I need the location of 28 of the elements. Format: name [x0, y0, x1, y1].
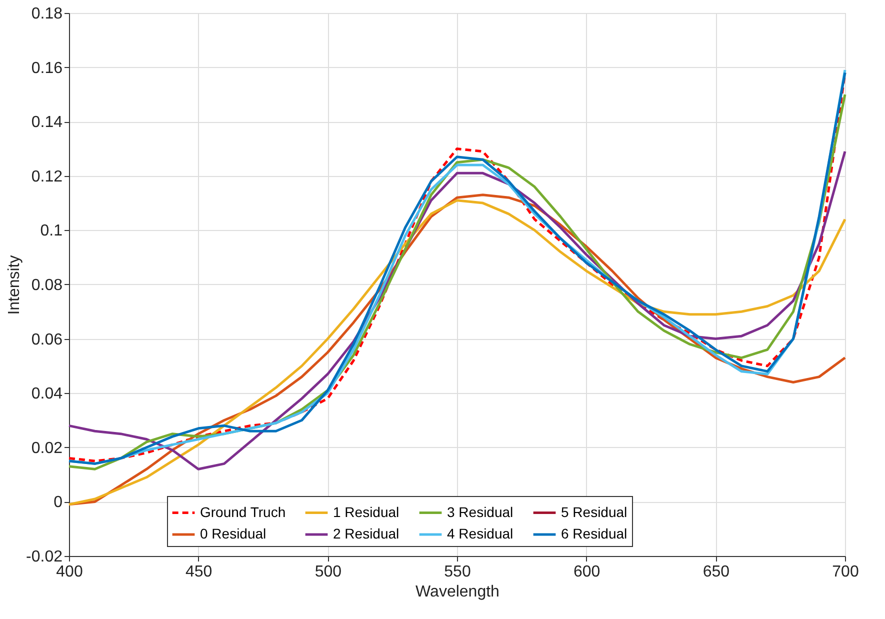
legend-label: 6 Residual: [561, 526, 628, 542]
x-tick-label: 450: [185, 564, 212, 580]
y-tick-label: 0.1: [40, 222, 63, 240]
y-tick-label: 0.16: [31, 60, 63, 77]
x-tick-label: 600: [573, 564, 600, 580]
legend-label: 0 Residual: [200, 526, 266, 542]
y-tick-label: 0.12: [31, 168, 63, 186]
x-axis-title: Wavelength: [416, 584, 500, 600]
x-tick-label: 550: [444, 564, 471, 580]
y-axis-title: Intensity: [6, 255, 24, 315]
x-tick-label: 400: [56, 564, 83, 580]
legend-label: 4 Residual: [447, 526, 514, 542]
y-tick-label: 0: [54, 494, 63, 512]
y-tick-label: 0.02: [31, 440, 63, 457]
legend-label: 2 Residual: [333, 526, 400, 542]
y-tick-label: 0.06: [31, 331, 63, 348]
x-tick-label: 650: [702, 564, 730, 580]
y-tick-label: 0.08: [31, 277, 63, 294]
y-tick-label: 0.14: [31, 114, 63, 132]
legend-label: 1 Residual: [333, 504, 400, 520]
legend-label: 5 Residual: [561, 504, 628, 520]
x-tick-label: 700: [832, 564, 859, 580]
x-tick-label: 500: [314, 564, 342, 580]
y-tick-label: -0.02: [26, 548, 63, 566]
y-tick-label: 0.18: [31, 6, 63, 22]
legend-label: Ground Truch: [200, 504, 286, 520]
y-tick-label: 0.04: [31, 386, 63, 403]
legend-label: 3 Residual: [447, 504, 514, 520]
